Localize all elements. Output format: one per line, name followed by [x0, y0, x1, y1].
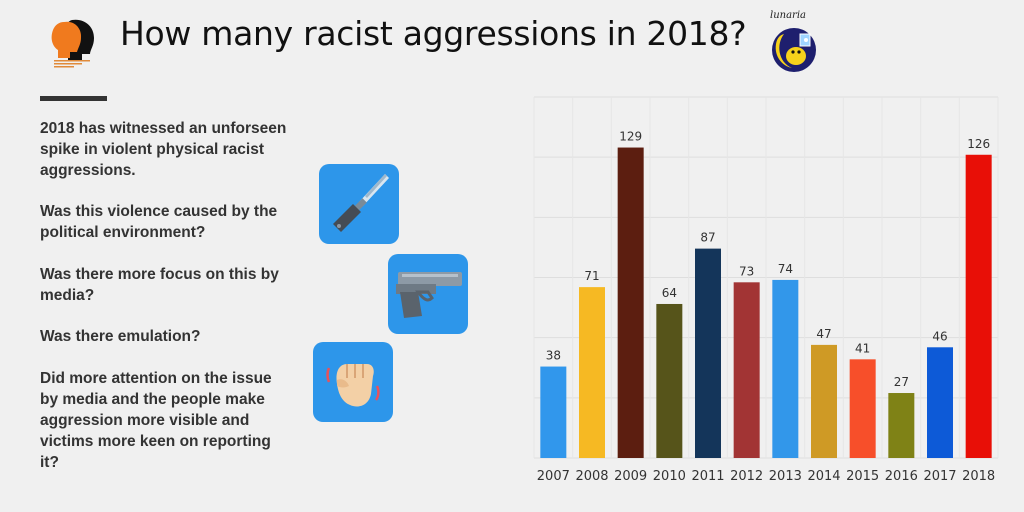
x-tick-label-2010: 2010 — [653, 469, 686, 484]
lunaria-brand-text: lunaria — [770, 10, 806, 21]
bar-chart-svg: 38 2007 71 2008 129 2009 64 2010 87 2011 73 2012 74 2… — [533, 96, 999, 484]
page-title: How many racist aggressions in 2018? — [120, 14, 747, 53]
bar-2016 — [888, 393, 915, 458]
bar-2012 — [733, 282, 760, 458]
data-label-2016: 27 — [894, 375, 909, 389]
data-label-2012: 73 — [739, 264, 754, 278]
knife-icon — [319, 164, 399, 244]
bar-2007 — [540, 366, 567, 458]
data-label-2011: 87 — [700, 231, 715, 245]
data-label-2008: 71 — [584, 269, 599, 283]
x-tick-label-2009: 2009 — [614, 469, 647, 484]
raised-fist-icon — [313, 342, 393, 422]
data-label-2015: 41 — [855, 341, 870, 355]
x-tick-label-2008: 2008 — [575, 469, 608, 484]
bar-2017 — [927, 347, 953, 458]
x-tick-label-2007: 2007 — [537, 469, 570, 484]
x-tick-label-2016: 2016 — [885, 469, 918, 484]
pistol-icon — [388, 254, 468, 334]
bar-2009 — [617, 147, 644, 458]
data-label-2010: 64 — [662, 286, 677, 300]
bar-2010 — [656, 303, 683, 458]
bar-2015 — [849, 359, 876, 458]
lunaria-logo: lunaria — [766, 10, 822, 74]
question-political: Was this violence caused by the politica… — [40, 203, 278, 241]
data-label-2018: 126 — [967, 137, 990, 151]
x-tick-label-2011: 2011 — [691, 469, 724, 484]
bar-2018 — [965, 154, 992, 458]
bar-2013 — [772, 279, 799, 458]
question-media: Was there more focus on this by media? — [40, 266, 279, 304]
question-visibility: Did more attention on the issue by media… — [40, 370, 272, 471]
x-tick-label-2014: 2014 — [807, 469, 840, 484]
x-tick-label-2017: 2017 — [923, 469, 956, 484]
x-tick-label-2013: 2013 — [769, 469, 802, 484]
question-emulation: Was there emulation? — [40, 328, 201, 345]
x-tick-label-2015: 2015 — [846, 469, 879, 484]
x-tick-label-2012: 2012 — [730, 469, 763, 484]
section-divider — [40, 96, 107, 101]
aggressions-bar-chart: 38 2007 71 2008 129 2009 64 2010 87 2011 73 2012 74 2… — [510, 90, 1005, 495]
data-label-2013: 74 — [778, 262, 793, 276]
data-label-2017: 46 — [932, 329, 947, 343]
x-tick-label-2018: 2018 — [962, 469, 995, 484]
data-label-2009: 129 — [619, 130, 642, 144]
data-label-2014: 47 — [816, 327, 831, 341]
bar-2008 — [579, 287, 605, 458]
intro-paragraph: 2018 has witnessed an unforseen spike in… — [40, 120, 287, 179]
bar-2011 — [695, 248, 721, 458]
observatory-logo — [50, 16, 96, 68]
data-label-2007: 38 — [546, 349, 561, 363]
bar-2014 — [811, 344, 837, 458]
